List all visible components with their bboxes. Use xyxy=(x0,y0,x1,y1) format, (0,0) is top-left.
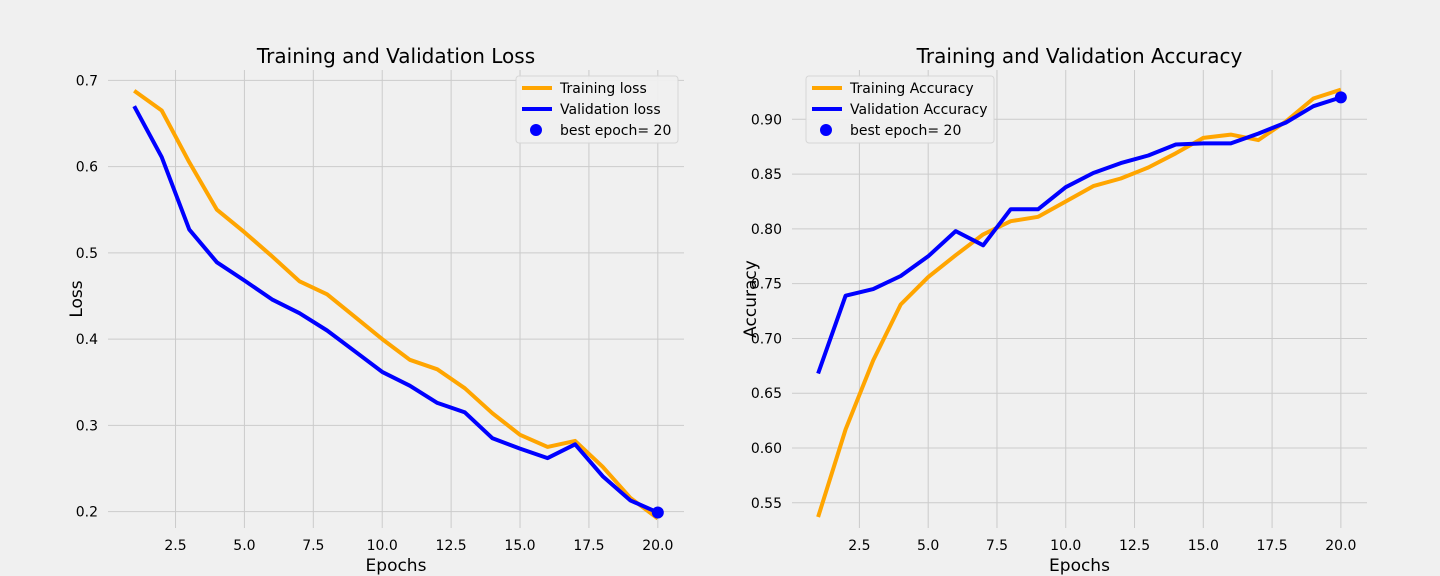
y-tick-label: 0.85 xyxy=(751,167,782,183)
x-tick-label: 10.0 xyxy=(1050,538,1081,554)
legend-box xyxy=(805,75,995,144)
legend-best-marker xyxy=(820,124,832,136)
y-tick-label: 0.3 xyxy=(76,418,98,434)
x-tick-label: 20.0 xyxy=(1325,538,1356,554)
x-tick-label: 5.0 xyxy=(917,538,939,554)
x-tick-label: 12.5 xyxy=(436,538,467,554)
legend-label: best epoch= 20 xyxy=(560,123,671,139)
accuracy-chart: 2.5 5.0 7.5 10.0 12.5 15.0 17.5 20.0 0.55 0.60 0.6… xyxy=(741,44,1367,576)
y-tick-label: 0.70 xyxy=(751,331,782,347)
loss-chart: 2.5 5.0 7.5 10.0 12.5 15.0 17.5 20.0 0.2 0.3 0.4 0.… xyxy=(67,44,684,576)
legend-label: Training Accuracy xyxy=(849,81,974,97)
best-epoch-marker xyxy=(1334,91,1347,104)
y-tick-label: 0.7 xyxy=(76,73,98,89)
y-tick-label: 0.65 xyxy=(751,386,782,402)
x-tick-label: 20.0 xyxy=(642,538,673,554)
legend-box xyxy=(515,75,679,144)
legend-best-marker xyxy=(530,124,542,136)
legend-label: Validation Accuracy xyxy=(850,102,988,118)
y-tick-label: 0.75 xyxy=(751,277,782,293)
y-axis-label: Loss xyxy=(67,280,87,317)
series-line-validation xyxy=(816,95,1342,375)
y-tick-label: 0.6 xyxy=(76,160,98,176)
x-tick-label: 12.5 xyxy=(1119,538,1150,554)
legend-label: Validation loss xyxy=(560,102,661,118)
x-tick-label: 2.5 xyxy=(848,538,870,554)
y-tick-label: 0.5 xyxy=(76,246,98,262)
y-tick-label: 0.60 xyxy=(751,441,782,457)
x-tick-label: 17.5 xyxy=(573,538,604,554)
x-tick-label: 17.5 xyxy=(1256,538,1287,554)
chart-title: Training and Validation Accuracy xyxy=(916,44,1243,68)
x-axis-label: Epochs xyxy=(1049,556,1110,576)
y-tick-label: 0.80 xyxy=(751,222,782,238)
x-tick-label: 5.0 xyxy=(233,538,255,554)
y-tick-label: 0.4 xyxy=(76,332,98,348)
y-axis-label: Accuracy xyxy=(741,260,761,338)
x-tick-label: 10.0 xyxy=(367,538,398,554)
series-line-training xyxy=(133,89,660,521)
y-tick-label: 0.55 xyxy=(751,496,782,512)
chart-title: Training and Validation Loss xyxy=(256,44,535,68)
x-axis-label: Epochs xyxy=(366,556,427,576)
x-tick-label: 15.0 xyxy=(504,538,535,554)
x-tick-label: 2.5 xyxy=(164,538,186,554)
best-epoch-marker xyxy=(651,506,664,519)
x-tick-label: 15.0 xyxy=(1188,538,1219,554)
x-tick-label: 7.5 xyxy=(986,538,1008,554)
legend-label: Training loss xyxy=(559,81,647,97)
x-tick-label: 7.5 xyxy=(302,538,324,554)
legend: Training loss Validation loss best epoch= … xyxy=(515,75,679,144)
series-line-training xyxy=(816,87,1342,518)
legend: Training Accuracy Validation Accuracy best… xyxy=(805,75,995,144)
y-tick-label: 0.90 xyxy=(751,112,782,128)
legend-label: best epoch= 20 xyxy=(850,123,961,139)
series-line-validation xyxy=(132,105,659,515)
y-tick-label: 0.2 xyxy=(76,505,98,521)
